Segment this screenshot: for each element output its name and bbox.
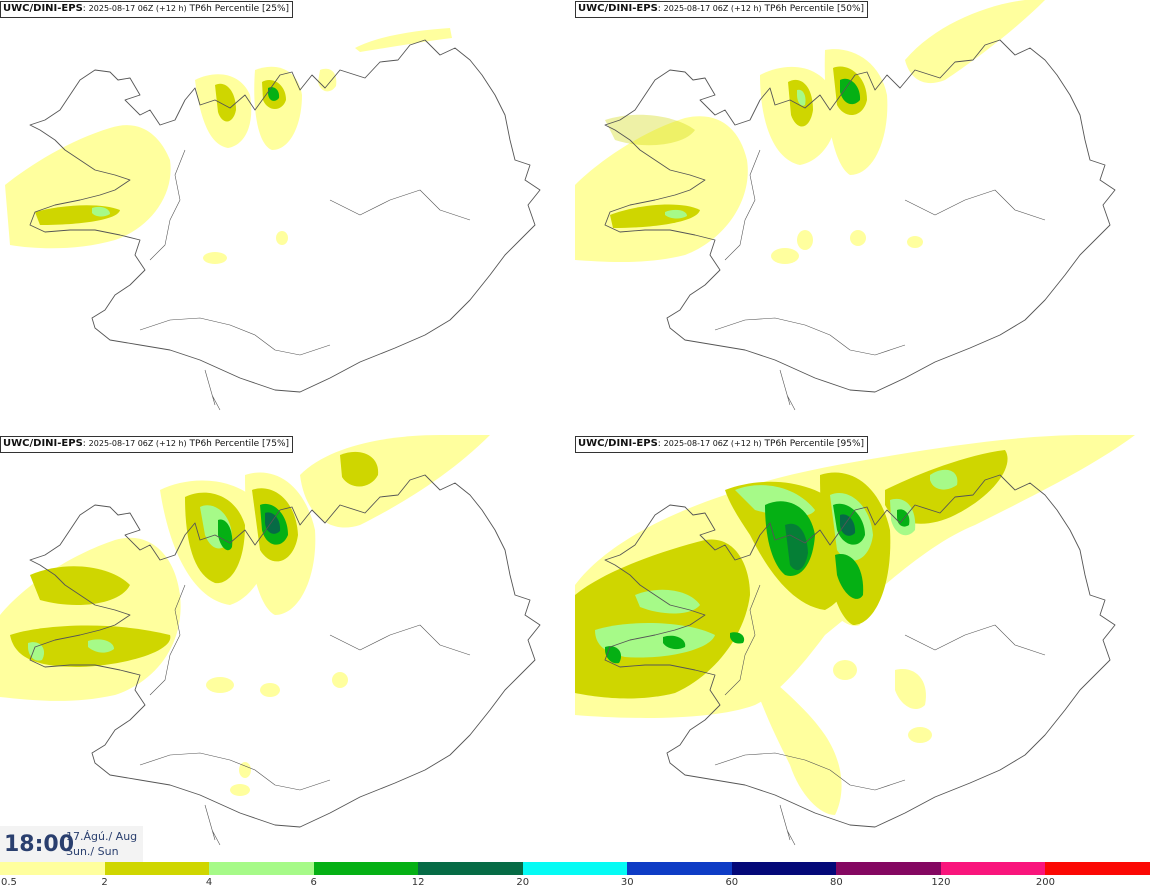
legend-swatch xyxy=(418,862,524,875)
coastline xyxy=(604,39,1116,411)
legend-swatch xyxy=(731,862,837,875)
legend-swatch xyxy=(836,862,942,875)
precip-map xyxy=(0,435,541,846)
legend-label: 0.5 xyxy=(1,877,17,888)
legend-label: 20 xyxy=(516,877,530,888)
legend-swatch xyxy=(0,862,106,875)
legend-label: 4 xyxy=(205,877,213,888)
precip-layer xyxy=(0,435,490,796)
valid-weekday: Sun./ Sun xyxy=(66,845,119,858)
coastline xyxy=(604,474,1116,846)
precip-layer xyxy=(575,435,1135,815)
field-name: TP6h Percentile [50%] xyxy=(764,4,865,14)
run-time: 2025-08-17 06Z (+12 h) xyxy=(88,439,187,448)
legend-label: 80 xyxy=(829,877,843,888)
panel-title: UWC/DINI-EPS: 2025-08-17 06Z (+12 h) TP6… xyxy=(0,1,294,18)
legend-swatch xyxy=(522,862,628,875)
legend-swatch xyxy=(940,862,1046,875)
legend-label: 120 xyxy=(931,877,951,888)
model-name: UWC/DINI-EPS xyxy=(578,438,658,449)
color-legend: 0.5 2 4 6 12 20 30 60 80 120 200 xyxy=(0,862,1150,891)
valid-time-box: 18:00 17.Ágú./ Aug Sun./ Sun xyxy=(0,826,143,862)
map-panel-p95: UWC/DINI-EPS: 2025-08-17 06Z (+12 h) TP6… xyxy=(575,435,1150,870)
legend-swatch xyxy=(209,862,315,875)
panel-title: UWC/DINI-EPS: 2025-08-17 06Z (+12 h) TP6… xyxy=(575,436,869,453)
legend-swatch xyxy=(1045,862,1150,875)
legend-label: 2 xyxy=(101,877,108,888)
legend-label: 60 xyxy=(725,877,739,888)
run-time: 2025-08-17 06Z (+12 h) xyxy=(88,4,187,13)
legend-label: 30 xyxy=(620,877,634,888)
valid-date: 17.Ágú./ Aug xyxy=(66,830,138,843)
field-name: TP6h Percentile [75%] xyxy=(189,439,290,449)
field-name: TP6h Percentile [25%] xyxy=(189,4,290,14)
legend-label: 6 xyxy=(310,877,317,888)
legend-label: 200 xyxy=(1035,877,1055,888)
precip-map xyxy=(575,0,1116,411)
run-time: 2025-08-17 06Z (+12 h) xyxy=(663,439,762,448)
legend-label: 12 xyxy=(411,877,425,888)
field-name: TP6h Percentile [95%] xyxy=(764,439,865,449)
panel-title: UWC/DINI-EPS: 2025-08-17 06Z (+12 h) TP6… xyxy=(0,436,294,453)
run-time: 2025-08-17 06Z (+12 h) xyxy=(663,4,762,13)
legend-swatch xyxy=(313,862,419,875)
precip-map xyxy=(5,28,541,411)
panel-title: UWC/DINI-EPS: 2025-08-17 06Z (+12 h) TP6… xyxy=(575,1,869,18)
map-panel-p75: UWC/DINI-EPS: 2025-08-17 06Z (+12 h) TP6… xyxy=(0,435,575,870)
map-panel-p25: UWC/DINI-EPS: 2025-08-17 06Z (+12 h) TP6… xyxy=(0,0,575,435)
valid-time: 18:00 xyxy=(4,832,75,857)
model-name: UWC/DINI-EPS xyxy=(3,438,83,449)
map-panel-p50: UWC/DINI-EPS: 2025-08-17 06Z (+12 h) TP6… xyxy=(575,0,1150,435)
precip-map xyxy=(575,435,1135,846)
coastline xyxy=(29,39,541,411)
model-name: UWC/DINI-EPS xyxy=(3,3,83,14)
precip-layer xyxy=(575,0,1045,264)
precip-layer xyxy=(5,28,452,264)
model-name: UWC/DINI-EPS xyxy=(578,3,658,14)
coastline xyxy=(29,474,541,846)
legend-swatch xyxy=(627,862,733,875)
legend-swatch xyxy=(104,862,210,875)
